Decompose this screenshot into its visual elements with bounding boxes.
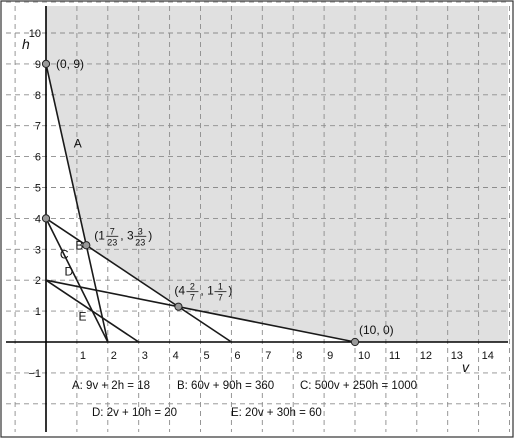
y-tick-label: −1 xyxy=(28,368,41,380)
point-label-part: (4 xyxy=(174,284,185,298)
point-label-bc: (1 723, 3 323) xyxy=(94,226,152,247)
y-tick-label: 10 xyxy=(29,28,41,40)
constraint-line-b xyxy=(45,217,232,343)
point-label-part: 7 xyxy=(218,293,223,303)
x-tick-label: 12 xyxy=(420,350,432,362)
y-tick-label: 4 xyxy=(35,213,41,225)
x-tick-label: 9 xyxy=(327,350,333,362)
point-label-10-0: (10, 0) xyxy=(359,323,394,337)
constraint-line-d xyxy=(45,279,356,343)
x-tick-label: 7 xyxy=(265,350,271,362)
equation-label: E: 20v + 30h = 60 xyxy=(231,407,322,419)
y-axis-title: h xyxy=(22,36,30,52)
point-marker xyxy=(350,337,360,347)
intersection-points: (0, 9)(10, 0)(1 723, 3 323)(4 27, 1 17) xyxy=(41,57,394,347)
point-label-0-9: (0, 9) xyxy=(56,57,84,71)
x-axis-title: v xyxy=(462,359,470,375)
point-label-part: 23 xyxy=(135,237,145,247)
point-label-part: 7 xyxy=(190,293,195,303)
equation-label: D: 2v + 10h = 20 xyxy=(92,407,177,419)
x-tick-label: 10 xyxy=(358,350,370,362)
constraint-line-a xyxy=(45,63,109,343)
point-label-part: ) xyxy=(228,284,232,298)
x-tick-label: 5 xyxy=(204,350,210,362)
y-tick-label: 2 xyxy=(35,275,41,287)
y-tick-label: 3 xyxy=(35,244,41,256)
point-marker xyxy=(41,59,51,69)
point-label-part: 7 xyxy=(110,226,115,236)
x-tick-label: 6 xyxy=(234,350,240,362)
equation-label: B: 60v + 90h = 360 xyxy=(177,380,274,392)
point-label-part: ) xyxy=(148,228,152,242)
point-label-part: 3 xyxy=(138,226,143,236)
point-marker xyxy=(174,302,183,311)
constraint-line-c xyxy=(45,218,109,343)
point-label-part: 1 xyxy=(218,282,223,292)
x-tick-label: 8 xyxy=(296,350,302,362)
point-label-part: , 3 xyxy=(120,228,134,242)
point-marker xyxy=(41,214,51,223)
point-label-part: 2 xyxy=(190,282,195,292)
line-label-b: B xyxy=(75,238,83,252)
line-label-a: A xyxy=(74,136,82,150)
x-tick-label: 14 xyxy=(482,350,494,362)
x-tick-label: 1 xyxy=(80,350,86,362)
y-tick-label: 5 xyxy=(35,183,41,195)
y-tick-label: 6 xyxy=(35,152,41,164)
x-tick-label: 4 xyxy=(173,350,179,362)
constraint-line-e xyxy=(45,279,140,343)
point-marker xyxy=(82,241,91,250)
line-label-c: C xyxy=(60,248,69,262)
constraint-lines xyxy=(45,63,356,343)
line-label-e: E xyxy=(78,309,86,323)
x-tick-label: 13 xyxy=(451,350,463,362)
y-tick-label: 9 xyxy=(35,59,41,71)
y-tick-label: 8 xyxy=(35,90,41,102)
point-label-bd: (4 27, 1 17) xyxy=(174,282,232,303)
line-labels: A BCD E xyxy=(60,136,87,323)
equation-label: C: 500v + 250h = 1000 xyxy=(300,380,417,392)
point-label-part: (1 xyxy=(94,228,105,242)
x-tick-label: 11 xyxy=(389,350,400,362)
y-tick-label: 7 xyxy=(35,121,41,133)
point-label-part: 23 xyxy=(107,237,117,247)
feasible-region xyxy=(46,6,508,342)
equation-label: A: 9v + 2h = 18 xyxy=(72,380,150,392)
y-tick-label: 1 xyxy=(35,306,41,318)
x-tick-label: 3 xyxy=(142,350,148,362)
point-label-part: , 1 xyxy=(200,284,214,298)
grid xyxy=(6,1,510,432)
x-tick-label: 2 xyxy=(111,350,117,362)
line-label-d: D xyxy=(65,265,74,279)
equation-legend: A: 9v + 2h = 18 B: 60v + 90h = 360 C: 500v… xyxy=(72,380,417,419)
